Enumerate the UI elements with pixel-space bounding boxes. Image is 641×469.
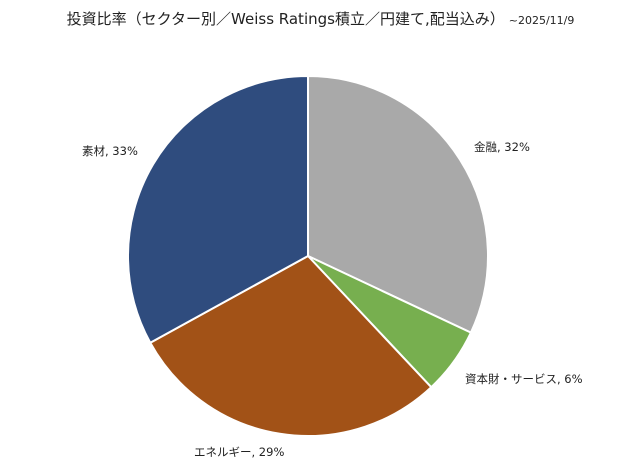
chart-title-text: 投資比率（セクター別／Weiss Ratings積立／円建て,配当込み） (66, 10, 505, 28)
chart-subtitle: ~2025/11/9 (508, 14, 575, 27)
slice-label-1: 金融, 32% (474, 140, 530, 154)
chart-title: 投資比率（セクター別／Weiss Ratings積立／円建て,配当込み） ~202… (0, 8, 641, 29)
pie-slice-4 (127, 74, 309, 345)
slice-label-4: 素材, 33% (82, 144, 138, 158)
slice-label-2: 資本財・サービス, 6% (465, 372, 583, 386)
slice-label-3: エネルギー, 29% (194, 445, 284, 459)
pie-slice-1 (307, 74, 489, 334)
pie-slice-3 (148, 254, 433, 437)
